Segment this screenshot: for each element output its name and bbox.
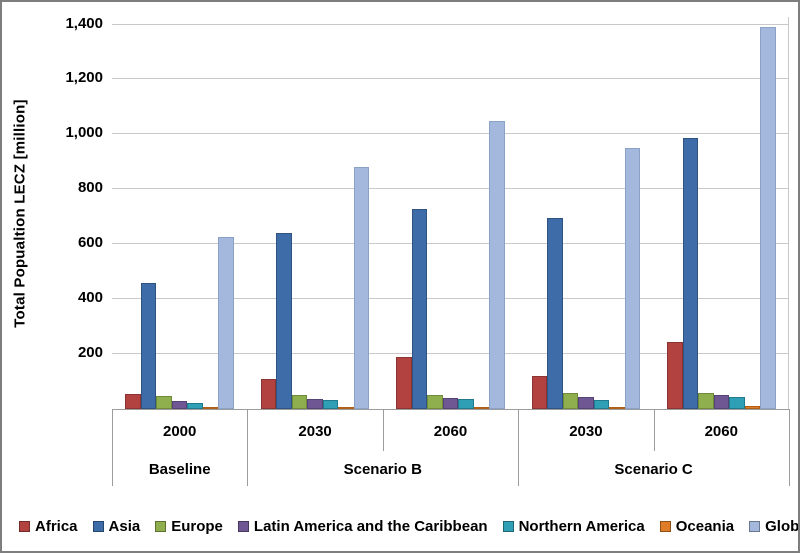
y-tick-label: 400 [77,289,103,307]
bar-oceania [744,406,761,409]
bar-asia [276,233,292,409]
gridline [112,78,789,80]
bar-global [760,27,776,409]
bar-oceania [609,407,625,409]
legend: Africa Asia Europe Latin America and the Ca… [19,513,800,539]
y-tick-label: 800 [77,179,103,197]
y-tick-label: 200 [77,344,103,362]
bar-global [489,121,505,409]
gridline [112,188,789,190]
scenario-label: Baseline [148,461,211,478]
bar-europe [562,393,579,409]
gridline [112,243,789,245]
legend-swatch-global [749,520,761,532]
x-axis-line [112,409,789,410]
year-label: 2060 [704,423,738,440]
bar-latin-america-and-the-caribbean [713,395,730,409]
y-tick-label: 1,400 [65,14,103,32]
legend-item: Europe [155,518,223,535]
legend-item: Asia [92,517,141,535]
legend-swatch-northern-america [502,520,514,532]
bar-africa [396,357,412,409]
legend-swatch-europe [155,520,167,532]
y-tick-label: 600 [77,234,103,252]
bar-northern-america [458,399,474,409]
legend-swatch-oceania [659,520,671,532]
legend-item: Northern America [502,517,645,535]
scenario-label: Scenario B [343,461,422,478]
gridline [112,133,789,135]
legend-item: Latin America and the Caribbean [237,517,488,535]
bar-africa [260,379,277,409]
gridline [112,298,789,300]
bar-northern-america [322,400,339,409]
category-separator [112,409,113,486]
bar-latin-america-and-the-caribbean [171,401,188,409]
bar-europe [291,395,308,409]
bar-africa [531,376,548,409]
bar-asia [411,209,428,409]
bar-global [218,237,234,409]
bar-northern-america [729,397,745,409]
bar-asia [547,218,563,409]
bar-europe [156,396,172,409]
bar-northern-america [187,403,203,409]
category-separator [789,409,790,486]
y-tick-label: 1,000 [65,124,103,142]
year-label: 2030 [569,423,603,440]
bar-global [353,167,370,409]
category-separator [247,409,249,486]
bar-europe [427,395,443,409]
bar-latin-america-and-the-caribbean [578,397,594,409]
legend-swatch-latin-america-and-the-caribbean [237,520,249,532]
bar-oceania [202,407,219,409]
bar-asia [682,138,699,409]
scenario-label: Scenario C [614,461,693,478]
bar-oceania [473,407,490,409]
legend-label: Asia [108,517,141,535]
legend-label: Oceania [675,517,735,535]
legend-label: Northern America [518,517,645,535]
legend-item: Africa [19,518,78,535]
year-label: 2060 [433,423,468,440]
legend-label: Latin America and the Caribbean [253,517,488,535]
year-label: 2030 [298,423,332,440]
legend-label: Europe [171,517,223,535]
plot-right-border [788,17,789,409]
year-label: 2000 [163,423,197,440]
legend-item: Oceania [659,517,735,535]
category-separator [518,409,520,486]
legend-swatch-asia [92,520,104,532]
category-separator [653,409,655,451]
plot-area [112,17,789,409]
legend-item: Global [749,517,800,535]
bar-northern-america [593,400,610,409]
gridline [112,353,789,355]
bar-africa [125,394,141,409]
legend-label: Africa [35,517,78,535]
bar-asia [140,283,157,409]
category-separator [382,409,384,451]
bar-oceania [338,407,354,409]
bar-africa [667,342,683,409]
bar-global [624,148,641,409]
legend-label: Global [765,517,800,535]
y-tick-label: 1,200 [65,69,103,87]
bar-latin-america-and-the-caribbean [442,398,459,409]
bar-latin-america-and-the-caribbean [307,399,323,409]
legend-swatch-africa [19,520,30,532]
gridline [112,23,789,25]
bar-europe [698,393,714,409]
y-axis-title: Total Popualtion LECZ [million] [11,99,29,328]
